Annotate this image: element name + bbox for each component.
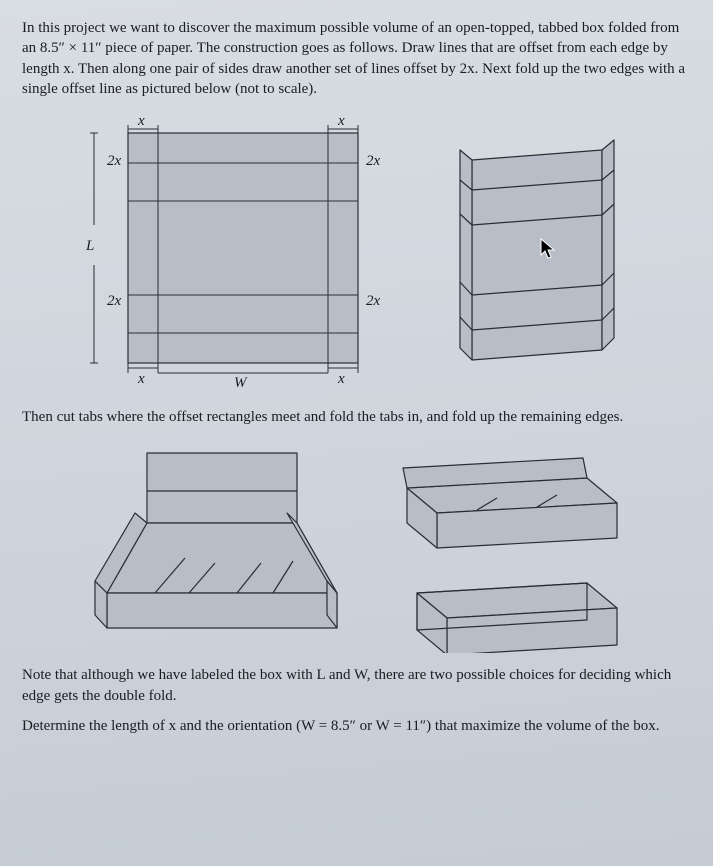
- finished-boxes-diagram: [377, 443, 637, 653]
- label-2x-bl: 2x: [107, 293, 122, 309]
- first-fold-diagram: [442, 130, 642, 380]
- note-paragraph: Note that although we have labeled the b…: [22, 665, 691, 706]
- label-x-bot-left: x: [137, 371, 145, 387]
- figure-row-1: x x x x W: [22, 115, 691, 395]
- label-x-bot-right: x: [337, 371, 345, 387]
- label-l: L: [85, 238, 94, 254]
- figure-row-2: [22, 443, 691, 653]
- mid-paragraph: Then cut tabs where the offset rectangle…: [22, 407, 691, 427]
- label-2x-tr: 2x: [366, 153, 381, 169]
- label-x-top-right: x: [337, 115, 345, 129]
- page: In this project we want to discover the …: [0, 0, 713, 866]
- label-2x-tl: 2x: [107, 153, 122, 169]
- label-w: W: [234, 375, 248, 391]
- flat-pattern-diagram: x x x x W: [72, 115, 402, 395]
- label-x-top-left: x: [137, 115, 145, 129]
- label-2x-br: 2x: [366, 293, 381, 309]
- question-paragraph: Determine the length of x and the orient…: [22, 716, 691, 736]
- intro-paragraph: In this project we want to discover the …: [22, 18, 691, 99]
- tabs-diagram: [77, 443, 347, 653]
